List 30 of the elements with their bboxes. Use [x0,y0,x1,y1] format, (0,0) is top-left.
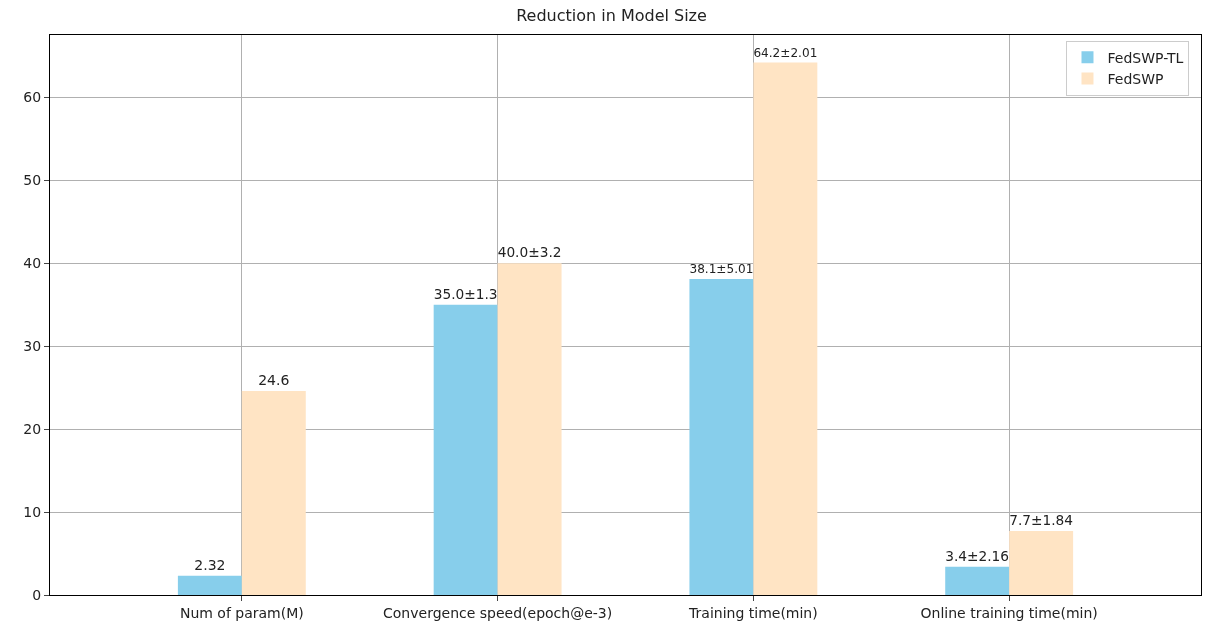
y-tick-label: 60 [23,89,42,106]
bar [433,304,498,595]
bar [689,278,754,595]
x-tick-label: Num of param(M) [179,604,304,621]
bar [1009,531,1074,595]
y-tick-label: 30 [23,338,42,355]
data-label: 7.7±1.84 [1009,512,1073,529]
y-tick-label: 40 [23,255,42,272]
legend-label: FedSWP [1107,70,1164,87]
legend-label: FedSWP-TL [1107,49,1184,66]
data-label: 24.6 [258,371,290,388]
bar [497,263,562,595]
x-tick-label: Online training time(min) [920,604,1098,621]
bar [177,575,242,595]
bar [241,390,306,595]
bar [753,62,818,595]
data-label: 35.0±1.3 [433,285,498,302]
chart-title: Reduction in Model Size [516,5,707,25]
bar [945,566,1010,595]
y-tick-label: 0 [32,586,42,603]
x-tick-label: Training time(min) [688,604,818,621]
data-label: 40.0±3.2 [497,244,562,261]
data-label: 2.32 [194,556,226,573]
x-tick-label: Convergence speed(epoch@e-3) [383,604,613,621]
y-tick-label: 20 [23,420,42,437]
data-label: 64.2±2.01 [753,45,818,60]
y-tick-label: 50 [23,172,42,189]
data-label: 38.1±5.01 [689,262,754,277]
data-label: 3.4±2.16 [945,547,1010,564]
y-tick-label: 10 [23,503,42,520]
